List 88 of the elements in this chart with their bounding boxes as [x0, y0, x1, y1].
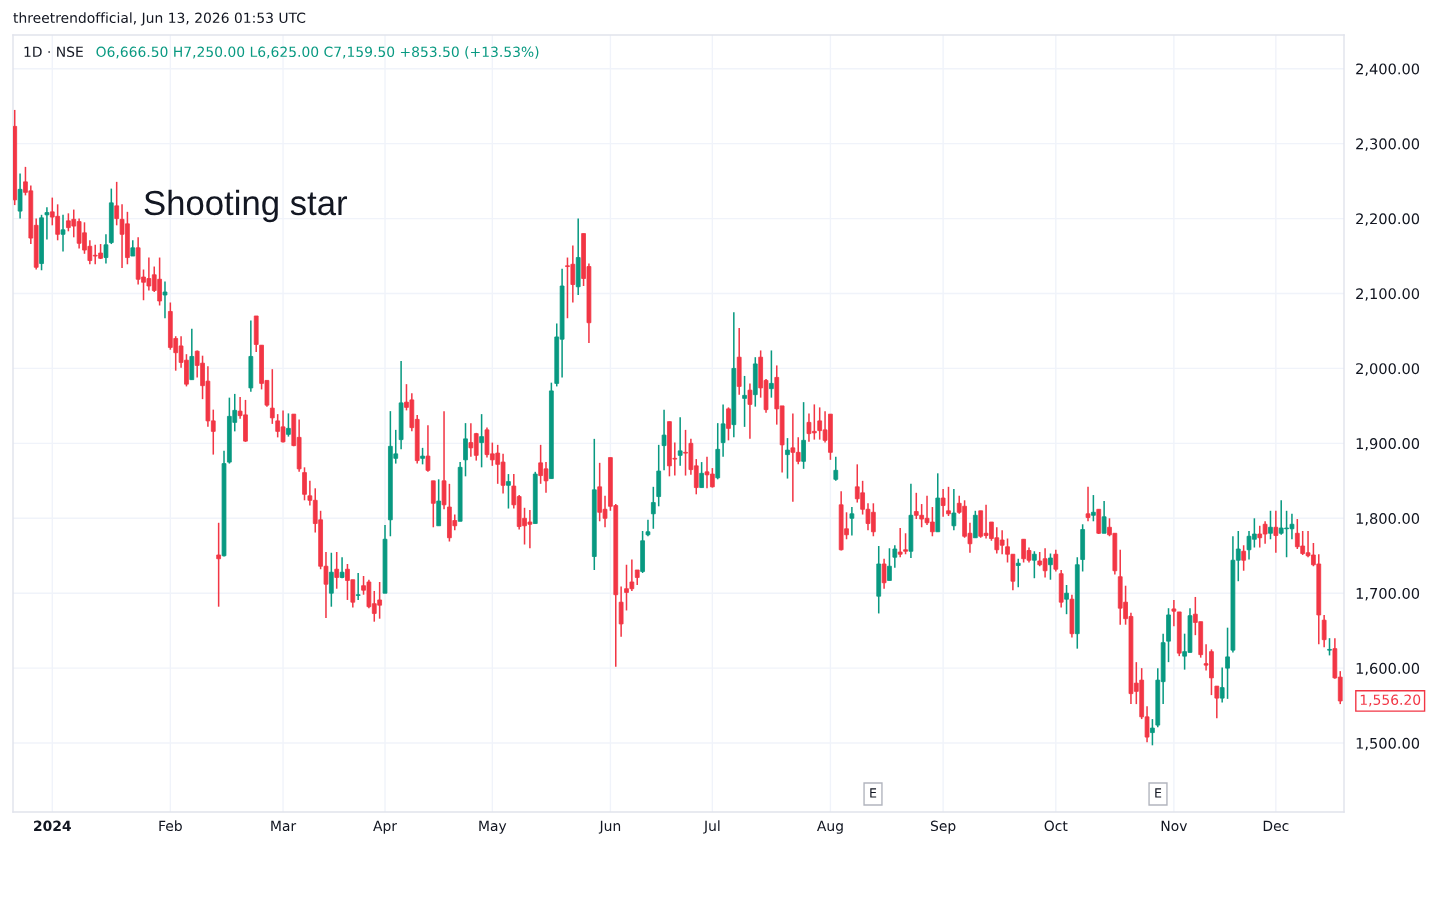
y-tick-label: 1,500.00 — [1356, 737, 1420, 751]
candlestick — [269, 368, 275, 425]
x-tick-label: May — [479, 820, 507, 834]
y-tick-label: 1,900.00 — [1356, 438, 1420, 451]
x-tick-label: Dec — [1263, 820, 1289, 832]
candlestick — [1064, 584, 1069, 615]
candlestick — [849, 506, 855, 537]
annotation: E — [870, 788, 877, 798]
candlestick — [286, 412, 291, 438]
x-tick-label: Feb — [159, 820, 182, 832]
candlestick — [940, 488, 946, 518]
candlestick — [618, 585, 624, 638]
candlestick — [44, 206, 50, 241]
candlestick — [425, 424, 431, 473]
candlestick — [892, 544, 898, 569]
x-tick-label: Apr — [373, 820, 398, 834]
x-tick-label: Jun — [598, 820, 621, 834]
candlestick — [334, 551, 340, 590]
candlestick — [1101, 500, 1107, 535]
candlestick — [1096, 508, 1102, 535]
candlestick — [650, 486, 656, 530]
candlestick — [479, 413, 484, 469]
candlestick — [769, 349, 774, 399]
candlestick — [946, 486, 951, 517]
candlestick — [1032, 550, 1037, 579]
y-tick-label: 1,800.00 — [1356, 513, 1420, 526]
annotation: Shooting star — [144, 189, 348, 223]
text: threetrendofficial, Jun 13, 2026 01:53 UTC — [13, 12, 306, 26]
y-tick-label: 2,000.00 — [1356, 363, 1420, 376]
x-tick-label: 2024 — [34, 820, 71, 832]
candlestick — [1015, 557, 1021, 588]
candlestick — [1241, 544, 1246, 572]
y-tick-label: 2,300.00 — [1356, 138, 1420, 151]
candlestick — [302, 466, 307, 502]
candlestick — [833, 456, 839, 482]
x-tick-label: Sep — [930, 820, 956, 834]
candlestick — [785, 437, 790, 480]
candlestick — [720, 403, 726, 458]
x-tick-label: Mar — [271, 820, 297, 832]
candlestick — [114, 181, 120, 227]
candlestick — [1225, 626, 1230, 700]
text: 1,556.20 — [1360, 694, 1421, 707]
candlestick — [103, 233, 109, 265]
candlestick — [1273, 510, 1279, 554]
y-tick-label: 2,200.00 — [1356, 213, 1420, 226]
candlestick — [328, 551, 334, 608]
candlestick — [463, 422, 468, 478]
x-tick-label: Nov — [1161, 820, 1188, 832]
candlestick — [951, 488, 957, 532]
candlestick — [677, 416, 683, 467]
candlestick — [1268, 510, 1273, 541]
annotation: E — [1155, 788, 1162, 798]
candlestick — [742, 375, 747, 428]
candlestick — [189, 327, 195, 381]
candlestick — [645, 519, 651, 538]
candlestick — [1053, 548, 1059, 573]
candlestick — [699, 461, 704, 489]
candlestick — [887, 547, 892, 582]
x-tick-label: Jul — [703, 820, 720, 834]
candlestick — [1085, 486, 1091, 523]
x-tick-label: Oct — [1044, 820, 1068, 832]
candlestick — [1214, 685, 1220, 720]
y-tick-label: 2,400.00 — [1356, 63, 1420, 76]
candlestick — [1091, 494, 1096, 523]
candlestick — [506, 473, 511, 510]
candlestick — [1219, 666, 1225, 704]
y-tick-label: 1,700.00 — [1356, 587, 1420, 601]
candlestick — [1321, 614, 1327, 648]
candlestick — [430, 480, 436, 529]
candlestick — [17, 172, 23, 220]
candlestick — [661, 408, 667, 472]
candlestick — [162, 280, 168, 319]
candlestick — [726, 406, 731, 442]
y-tick-label: 1,600.00 — [1356, 662, 1420, 676]
candlestick — [60, 214, 66, 253]
text: O6,666.50 H7,250.00 L6,625.00 C7,159.50 +853.50 (+13.53%) — [96, 46, 539, 59]
candlestick — [881, 557, 887, 590]
x-tick-label: Aug — [816, 820, 843, 834]
candlestick — [747, 382, 753, 440]
candlestick — [1150, 718, 1155, 747]
candlestick — [355, 572, 361, 601]
y-tick-label: 2,100.00 — [1356, 288, 1420, 301]
candlestick — [216, 522, 221, 608]
candlestick — [1048, 552, 1053, 581]
candlestick — [801, 401, 806, 470]
candlestick — [441, 410, 447, 511]
text: 1D · NSE — [24, 46, 83, 58]
candlestick — [972, 510, 978, 539]
